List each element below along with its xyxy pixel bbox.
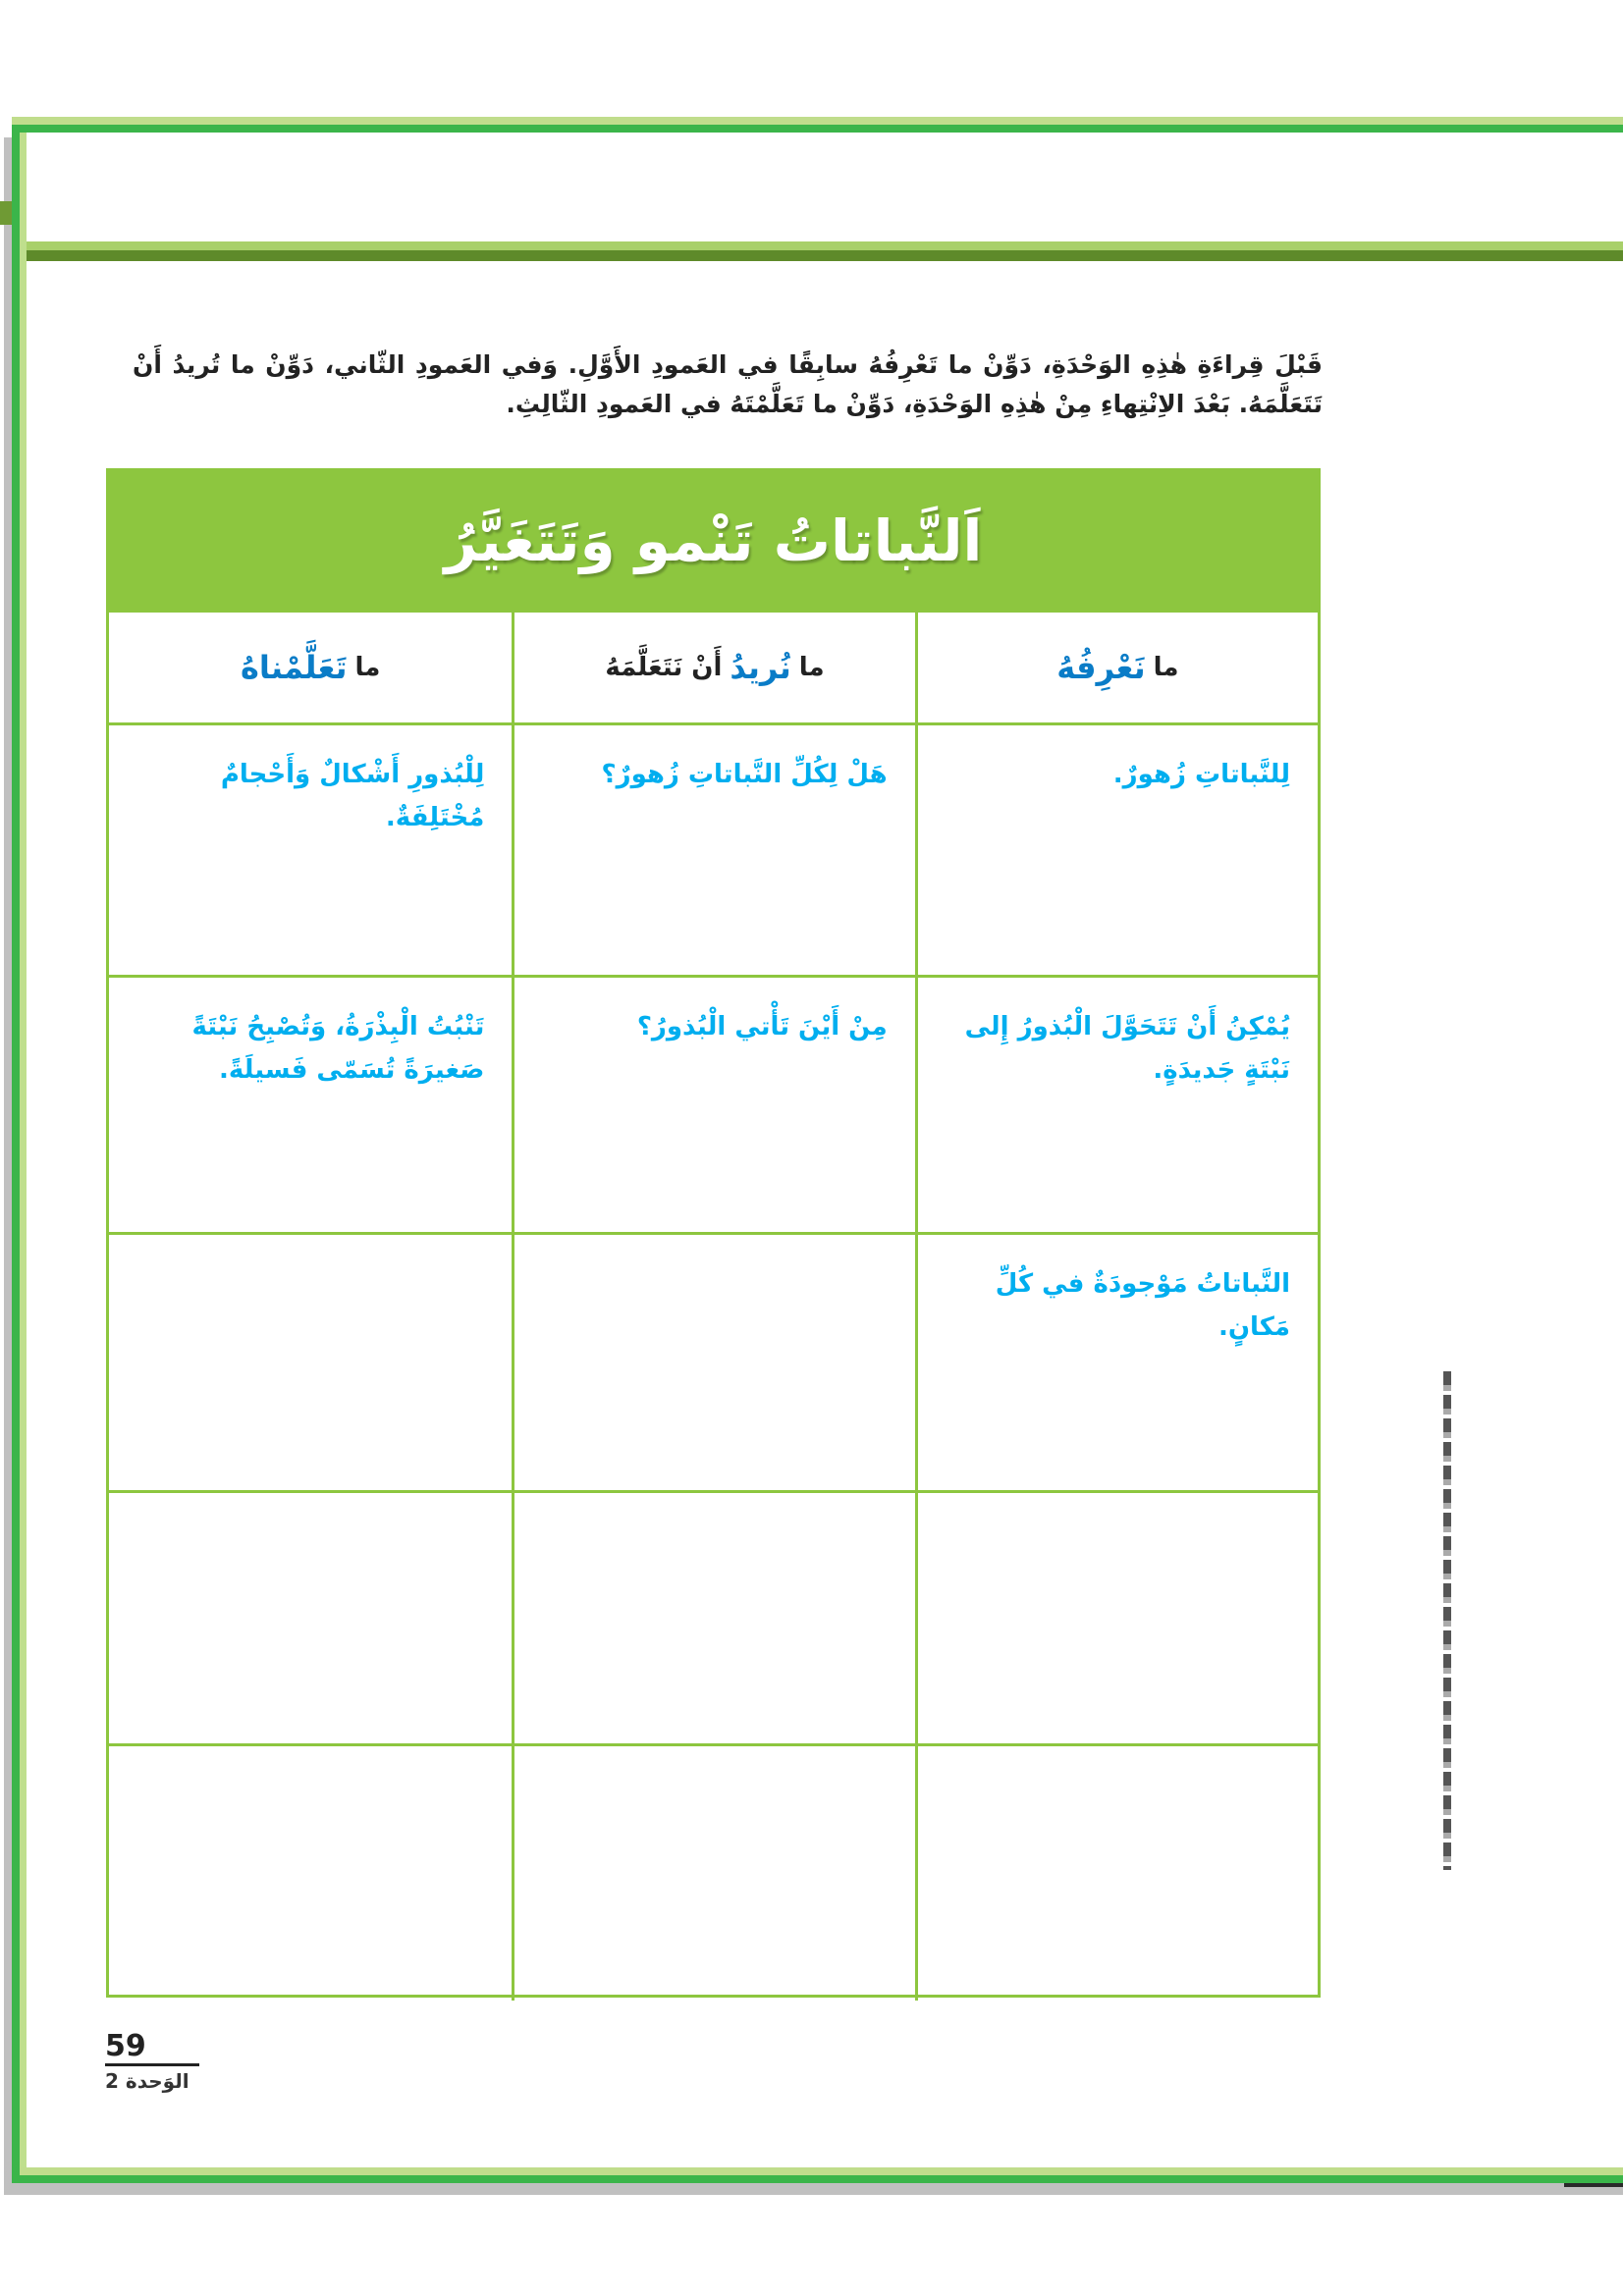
cell-know[interactable]: النَّباتاتُ مَوْجودَةٌ في كُلِّ مَكانٍ. — [914, 1235, 1318, 1490]
cell-learned[interactable] — [109, 1235, 512, 1490]
cell-want[interactable]: مِنْ أَيْنَ تَأْتي الْبُذورُ؟ — [512, 978, 914, 1232]
table-title: اَلنَّباتاتُ تَنْمو وَتَتَغَيَّرُ — [109, 471, 1318, 610]
header-prefix: ما — [354, 653, 381, 682]
header-emphasis: نَعْرِفُهُ — [1056, 649, 1146, 686]
cell-learned[interactable]: تَنْبُتُ الْبِذْرَةُ، وَتُصْبِحُ نَبْتَة… — [191, 1012, 485, 1085]
table-row: يُمْكِنُ أَنْ تَتَحَوَّلَ الْبُذورُ إِلى… — [109, 975, 1318, 1232]
frame-border-bottom-light — [20, 2167, 1623, 2175]
frame-border-bottom — [12, 2175, 1623, 2183]
cell-learned[interactable]: لِلْبُذورِ أَشْكالٌ وَأَحْجامٌ مُخْتَلِف… — [220, 760, 485, 832]
header-prefix: ما — [1153, 653, 1179, 682]
table-row: النَّباتاتُ مَوْجودَةٌ في كُلِّ مَكانٍ. — [109, 1232, 1318, 1490]
header-want: ما نُريدُ أَنْ نَتَعَلَّمَهُ — [512, 613, 914, 722]
side-copyright-strip — [1443, 1371, 1451, 1870]
frame-border-left — [12, 117, 20, 2183]
cell-want[interactable] — [512, 1493, 914, 1743]
frame-corner-mark — [1564, 2183, 1623, 2187]
header-band-light — [27, 241, 1623, 250]
table-row — [109, 1490, 1318, 1743]
frame-shadow-left — [4, 137, 12, 2195]
frame-border-left-inner — [20, 133, 27, 2167]
cell-know[interactable]: يُمْكِنُ أَنْ تَتَحَوَّلَ الْبُذورُ إِلى… — [914, 978, 1318, 1232]
cell-want[interactable] — [512, 1746, 914, 2001]
table-row — [109, 1743, 1318, 2001]
frame-shadow-bottom — [4, 2183, 1623, 2195]
cell-learned[interactable] — [109, 1493, 512, 1743]
header-emphasis: تَعَلَّمْناهُ — [240, 649, 348, 686]
header-know: ما نَعْرِفُهُ — [914, 613, 1318, 722]
cell-want[interactable]: هَلْ لِكُلِّ النَّباتاتِ زُهورٌ؟ — [512, 725, 914, 975]
table-header-row: ما نَعْرِفُهُ ما نُريدُ أَنْ نَتَعَلَّمَ… — [109, 610, 1318, 722]
cell-know[interactable]: لِلنَّباتاتِ زُهورٌ. — [914, 725, 1318, 975]
header-learned: ما تَعَلَّمْناهُ — [109, 613, 512, 722]
header-band — [27, 250, 1623, 261]
instructions: قَبْلَ قِراءَةِ هٰذِهِ الوَحْدَةِ، دَوِّ… — [133, 350, 1323, 418]
frame-border-top-light — [12, 117, 1623, 125]
cell-want[interactable] — [512, 1235, 914, 1490]
frame-tab — [0, 201, 12, 225]
kwl-table: اَلنَّباتاتُ تَنْمو وَتَتَغَيَّرُ ما نَع… — [106, 468, 1321, 2001]
table-row: لِلنَّباتاتِ زُهورٌ. هَلْ لِكُلِّ النَّب… — [109, 722, 1318, 975]
cell-know[interactable] — [914, 1493, 1318, 1743]
header-emphasis: نُريدُ — [730, 649, 791, 686]
header-prefix: ما — [798, 653, 825, 682]
page-number: 59 — [105, 2030, 199, 2066]
cell-learned[interactable] — [109, 1746, 512, 2001]
unit-label: الوَحدة 2 — [105, 2069, 189, 2093]
cell-know[interactable] — [914, 1746, 1318, 2001]
header-suffix: أَنْ نَتَعَلَّمَهُ — [605, 653, 723, 682]
frame-border-top — [12, 125, 1623, 133]
